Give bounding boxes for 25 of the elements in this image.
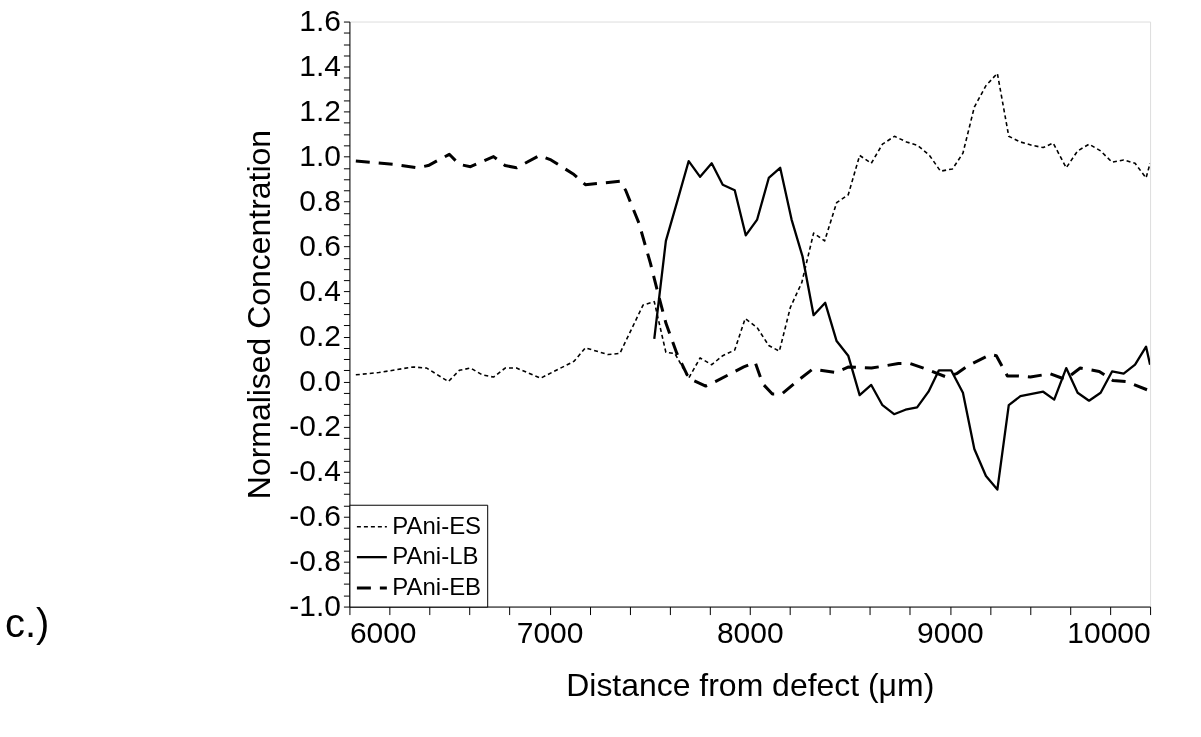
y-tick-label: -1.0 bbox=[289, 589, 341, 623]
x-tick-label: 9000 bbox=[917, 616, 984, 650]
y-tick-label: 1.6 bbox=[299, 4, 341, 38]
y-tick-label: 0.6 bbox=[299, 229, 341, 263]
legend-label: PAni-EB bbox=[392, 573, 482, 601]
y-tick-label: 0.2 bbox=[299, 319, 341, 353]
x-tick-label: 7000 bbox=[516, 616, 584, 650]
y-tick-label: 0.0 bbox=[299, 364, 341, 398]
x-axis-title: Distance from defect (μm) bbox=[566, 666, 935, 703]
y-tick-label: -0.2 bbox=[289, 409, 341, 443]
legend-label: PAni-LB bbox=[392, 542, 479, 570]
y-tick-label: -0.6 bbox=[289, 499, 341, 533]
y-axis-title: Normalised Concentration bbox=[241, 129, 278, 500]
x-tick-label: 6000 bbox=[349, 616, 417, 650]
x-tick-label: 10000 bbox=[1067, 616, 1151, 650]
y-tick-label: 1.0 bbox=[299, 139, 341, 173]
y-tick-label: -0.4 bbox=[289, 454, 341, 488]
y-tick-label: -0.8 bbox=[289, 544, 341, 578]
text: c.) bbox=[4, 600, 50, 645]
y-tick-label: 1.2 bbox=[299, 94, 341, 128]
x-tick-label: 8000 bbox=[716, 616, 784, 650]
legend-label: PAni-ES bbox=[392, 511, 482, 539]
y-tick-label: 0.8 bbox=[299, 184, 341, 218]
y-tick-label: 0.4 bbox=[299, 274, 341, 308]
y-tick-label: 1.4 bbox=[299, 49, 341, 83]
